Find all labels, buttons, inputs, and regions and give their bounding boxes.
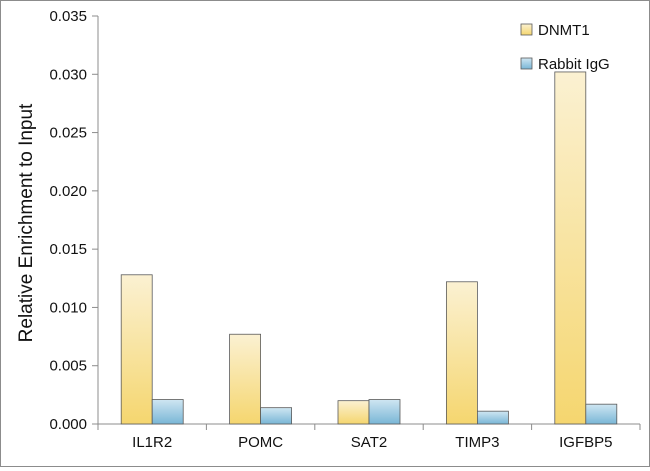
legend: DNMT1 Rabbit IgG	[520, 22, 610, 73]
bar-dnmt1-timp3	[445, 281, 478, 425]
bar-dnmt1-sat2	[337, 400, 370, 425]
legend-label-dnmt1: DNMT1	[538, 22, 590, 39]
bar-rabbit-igg-sat2	[368, 399, 401, 425]
y-tick-label: 0.025	[49, 125, 87, 142]
y-tick-label: 0.010	[49, 299, 87, 316]
bar-dnmt1-pomc	[229, 333, 262, 425]
legend-swatch-rabbit-igg	[520, 57, 533, 70]
bar-rabbit-igg-igfbp5	[585, 403, 618, 425]
x-axis: IL1R2 POMC SAT2 TIMP3 IGFBP5	[97, 423, 641, 451]
x-tick-label: POMC	[238, 434, 283, 451]
x-tick-label: SAT2	[351, 434, 387, 451]
x-tick-label: TIMP3	[455, 434, 499, 451]
y-tick-label: 0.020	[49, 183, 87, 200]
bar-rabbit-igg-timp3	[476, 410, 509, 425]
y-tick-label: 0.000	[49, 416, 87, 433]
x-tick-label: IL1R2	[132, 434, 172, 451]
bars	[120, 71, 618, 425]
y-axis-title: Relative Enrichment to Input	[16, 103, 37, 342]
legend-swatch-dnmt1	[520, 23, 533, 36]
y-tick-label: 0.005	[49, 358, 87, 375]
bar-rabbit-igg-il1r2	[151, 399, 184, 425]
y-tick-label: 0.015	[49, 241, 87, 258]
y-axis: 0.000 0.005 0.010 0.015 0.020 0.025 0.030 0.035	[49, 8, 99, 433]
y-tick-label: 0.030	[49, 66, 87, 83]
bar-dnmt1-il1r2	[120, 274, 153, 425]
x-tick-label: IGFBP5	[559, 434, 612, 451]
bar-rabbit-igg-pomc	[260, 407, 293, 425]
y-tick-label: 0.035	[49, 8, 87, 25]
legend-label-rabbit-igg: Rabbit IgG	[538, 56, 610, 73]
bar-dnmt1-igfbp5	[554, 71, 587, 425]
